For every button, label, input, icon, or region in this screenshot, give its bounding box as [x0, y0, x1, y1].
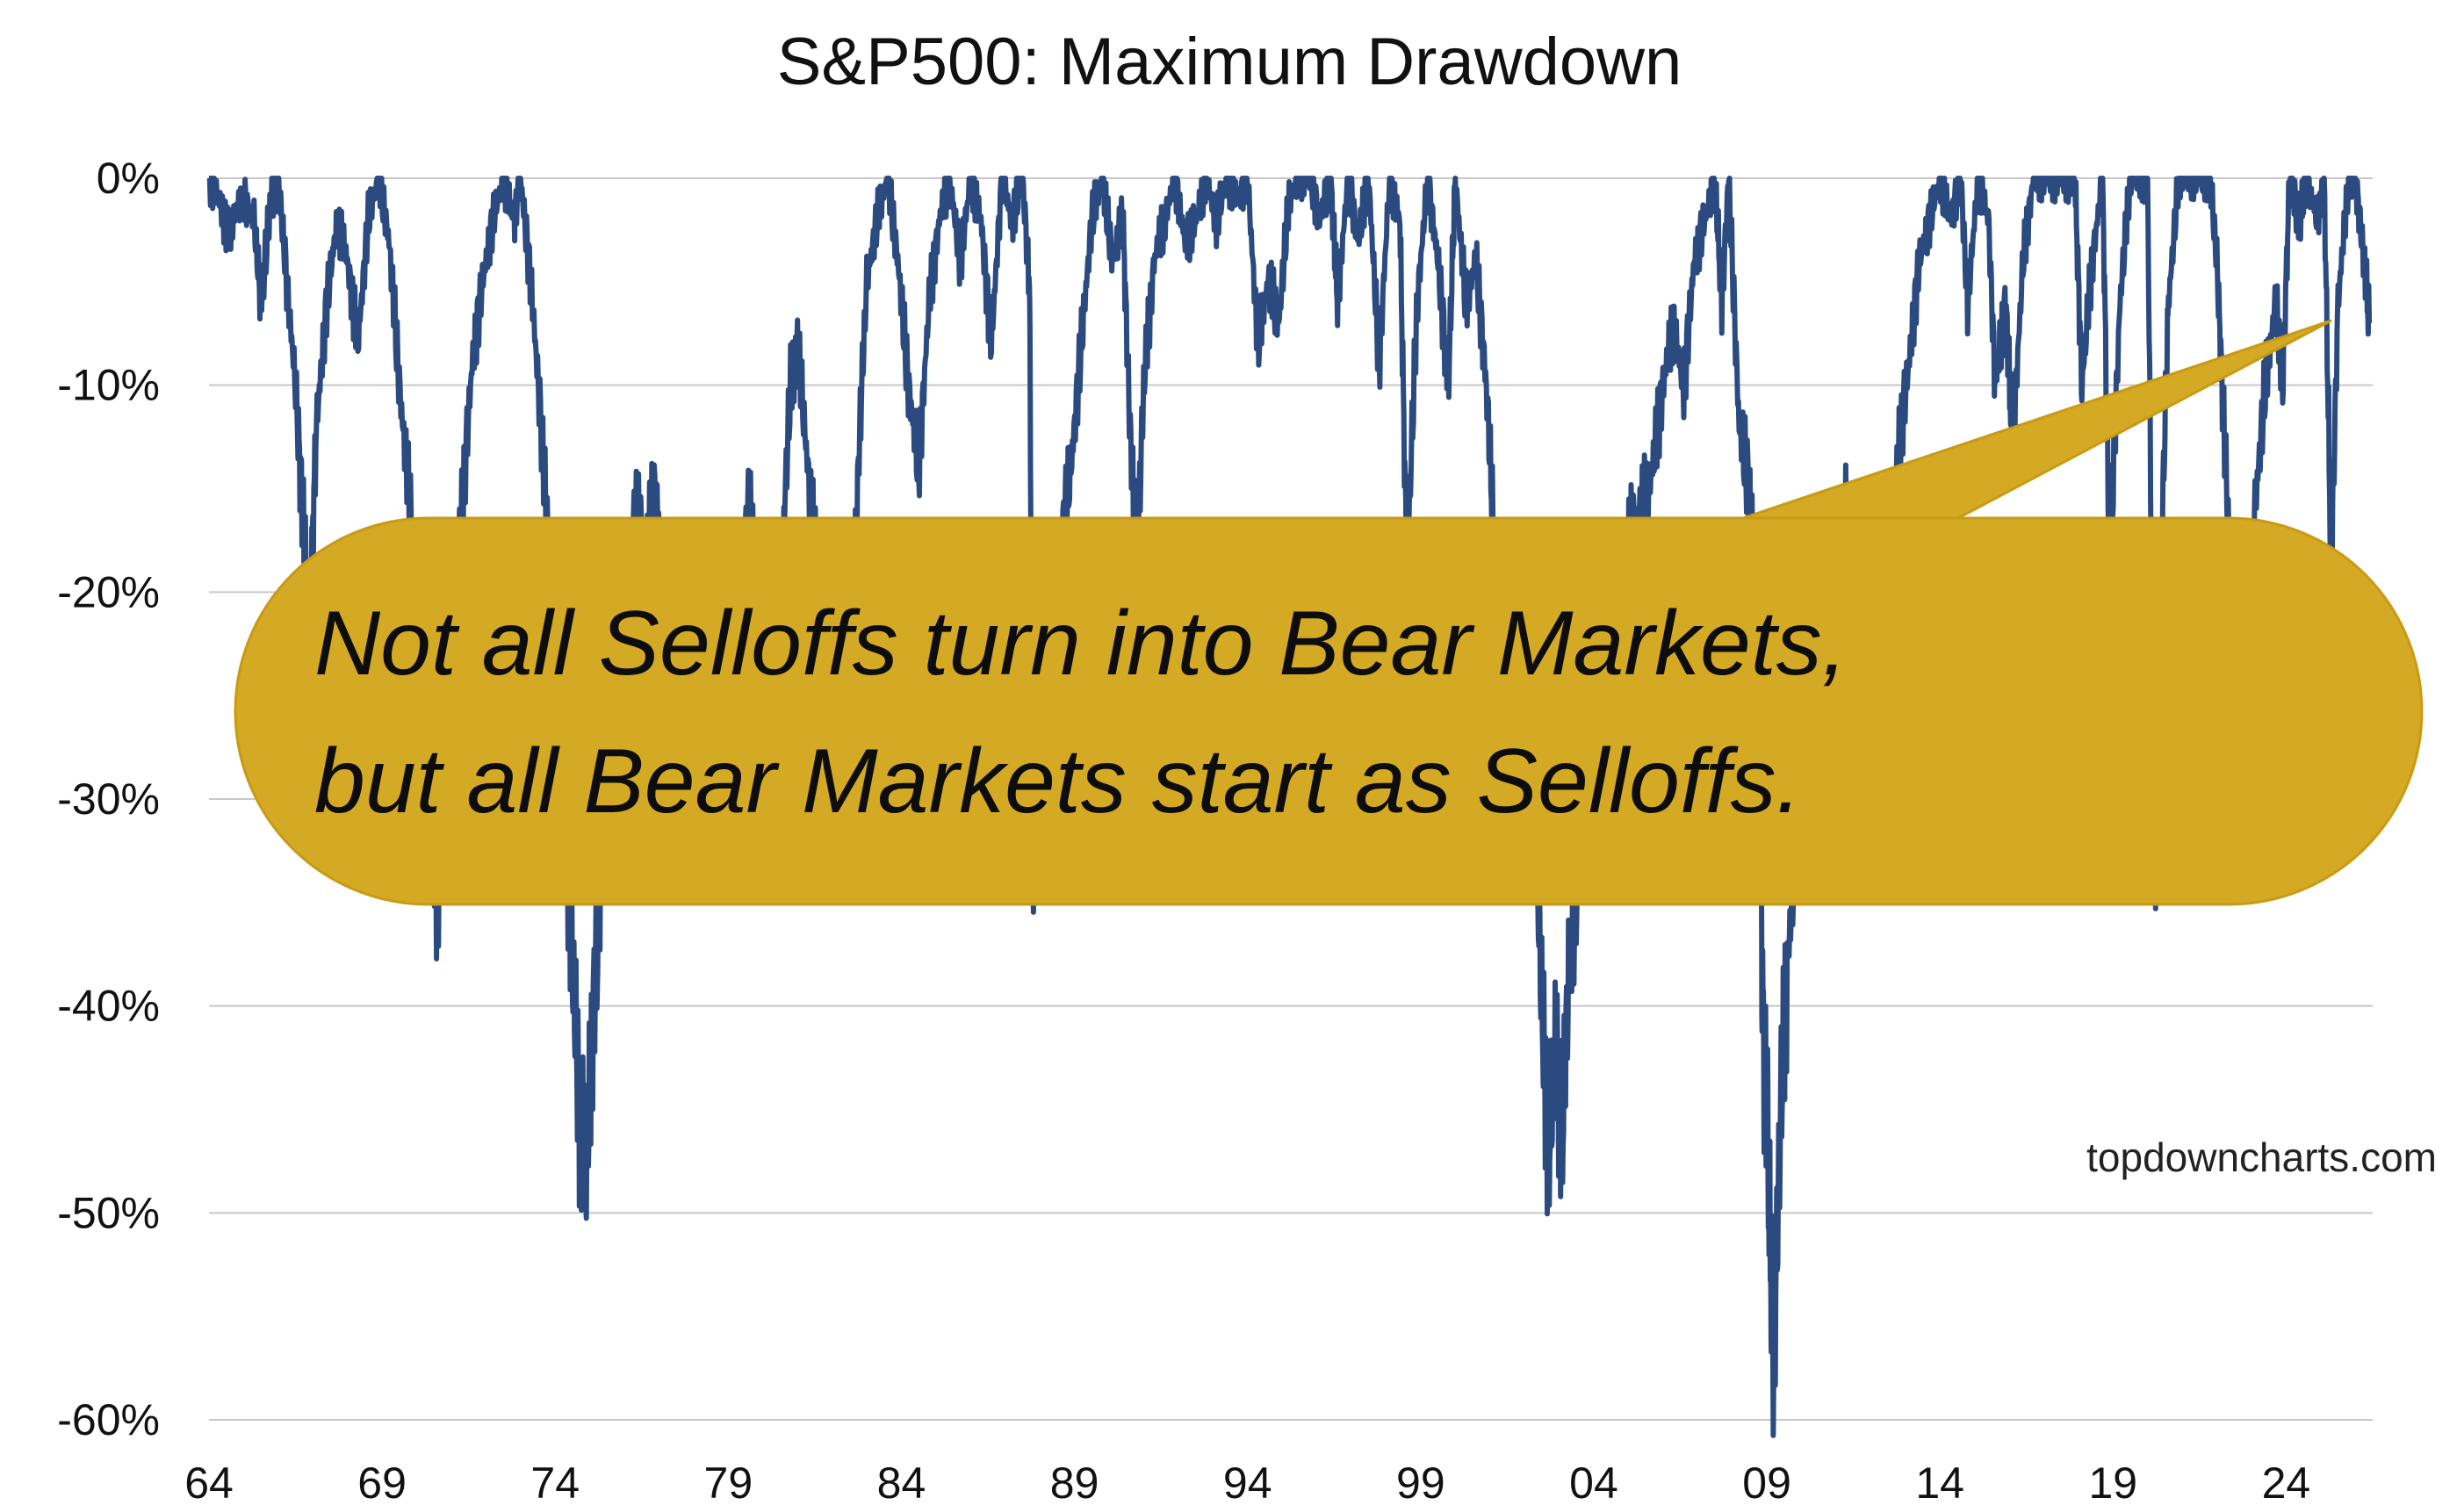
source-label: topdowncharts.com: [2086, 1134, 2437, 1180]
y-tick-label: -20%: [57, 567, 160, 616]
x-tick-label: 89: [1050, 1458, 1099, 1505]
callout-body: [234, 516, 2424, 906]
y-tick-label: -10%: [57, 361, 160, 410]
x-axis: 64 69 74 79 84 89 94 99 04 09 14 19 24: [184, 1458, 2310, 1505]
x-tick-label: 79: [704, 1458, 753, 1505]
y-tick-label: -40%: [57, 982, 160, 1031]
y-axis: 0% -10% -20% -30% -40% -50% -60%: [57, 154, 160, 1444]
x-tick-label: 19: [2089, 1458, 2138, 1505]
callout-line-2: but all Bear Markets start as Selloffs.: [314, 731, 1802, 832]
callout-shape: [1742, 319, 2332, 520]
y-tick-label: 0%: [97, 154, 160, 203]
chart-title: S&P500: Maximum Drawdown: [777, 25, 1682, 99]
drawdown-series-line: [206, 176, 2373, 1438]
x-tick-label: 24: [2262, 1458, 2311, 1505]
y-tick-label: -50%: [57, 1188, 160, 1237]
callout-bubble: Not all Selloffs turn into Bear Markets,…: [234, 319, 2424, 906]
x-tick-label: 99: [1396, 1458, 1445, 1505]
x-tick-label: 84: [877, 1458, 926, 1505]
x-tick-label: 74: [530, 1458, 580, 1505]
x-tick-label: 69: [357, 1458, 407, 1505]
x-tick-label: 04: [1569, 1458, 1618, 1505]
x-tick-label: 94: [1223, 1458, 1272, 1505]
y-tick-label: -30%: [57, 774, 160, 824]
x-tick-label: 64: [184, 1458, 234, 1505]
x-tick-label: 14: [1915, 1458, 1964, 1505]
y-tick-label: -60%: [57, 1395, 160, 1444]
series-layer: [206, 176, 2373, 1438]
callout-line-1: Not all Selloffs turn into Bear Markets,: [314, 593, 1848, 695]
x-tick-label: 09: [1742, 1458, 1791, 1505]
